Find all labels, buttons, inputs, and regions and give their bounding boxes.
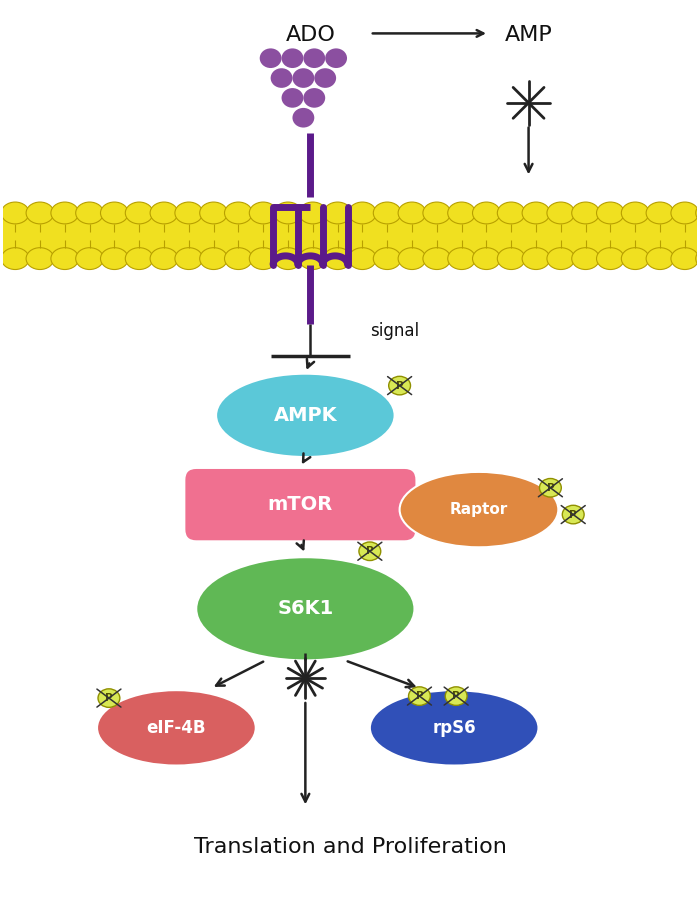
Ellipse shape — [98, 688, 120, 708]
Ellipse shape — [497, 248, 525, 270]
Ellipse shape — [423, 202, 451, 224]
Ellipse shape — [26, 248, 54, 270]
Ellipse shape — [125, 248, 153, 270]
Text: P: P — [366, 546, 374, 556]
Text: Raptor: Raptor — [450, 502, 508, 517]
Ellipse shape — [97, 690, 256, 766]
Ellipse shape — [175, 202, 203, 224]
Ellipse shape — [646, 202, 674, 224]
Ellipse shape — [76, 202, 104, 224]
Ellipse shape — [199, 202, 228, 224]
Ellipse shape — [299, 202, 327, 224]
Ellipse shape — [326, 49, 347, 68]
Ellipse shape — [522, 202, 550, 224]
Ellipse shape — [473, 202, 500, 224]
Ellipse shape — [696, 202, 700, 224]
Text: signal: signal — [370, 322, 419, 340]
Text: P: P — [569, 509, 577, 520]
Ellipse shape — [400, 472, 559, 547]
Text: ADO: ADO — [286, 26, 335, 46]
Ellipse shape — [323, 202, 351, 224]
Text: eIF-4B: eIF-4B — [146, 719, 206, 737]
Ellipse shape — [199, 248, 228, 270]
Ellipse shape — [596, 202, 624, 224]
Text: P: P — [105, 693, 113, 703]
Ellipse shape — [101, 248, 128, 270]
Ellipse shape — [622, 248, 649, 270]
Ellipse shape — [314, 68, 336, 88]
Ellipse shape — [293, 68, 314, 88]
Ellipse shape — [249, 248, 277, 270]
Ellipse shape — [696, 248, 700, 270]
Ellipse shape — [409, 687, 430, 705]
Ellipse shape — [303, 88, 326, 107]
Ellipse shape — [51, 248, 78, 270]
Ellipse shape — [671, 248, 699, 270]
Text: AMPK: AMPK — [274, 406, 337, 425]
Ellipse shape — [175, 248, 203, 270]
Bar — [3, 210, 697, 262]
Text: rpS6: rpS6 — [433, 719, 476, 737]
Ellipse shape — [373, 248, 401, 270]
Ellipse shape — [448, 248, 475, 270]
Ellipse shape — [196, 557, 414, 660]
Ellipse shape — [445, 687, 467, 705]
Ellipse shape — [547, 248, 575, 270]
Ellipse shape — [389, 376, 410, 395]
Ellipse shape — [522, 248, 550, 270]
Ellipse shape — [225, 202, 252, 224]
Ellipse shape — [540, 478, 561, 497]
Ellipse shape — [1, 202, 29, 224]
Ellipse shape — [646, 248, 674, 270]
Ellipse shape — [26, 202, 54, 224]
Ellipse shape — [622, 202, 649, 224]
Text: P: P — [416, 691, 423, 701]
Ellipse shape — [349, 202, 377, 224]
Ellipse shape — [51, 202, 78, 224]
Ellipse shape — [398, 248, 426, 270]
Text: S6K1: S6K1 — [277, 599, 333, 619]
Ellipse shape — [349, 248, 377, 270]
Ellipse shape — [216, 374, 395, 457]
Text: AMP: AMP — [505, 26, 552, 46]
Ellipse shape — [562, 505, 584, 524]
Ellipse shape — [1, 248, 29, 270]
Ellipse shape — [671, 202, 699, 224]
Ellipse shape — [359, 542, 381, 561]
Ellipse shape — [281, 49, 303, 68]
Ellipse shape — [497, 202, 525, 224]
Ellipse shape — [398, 202, 426, 224]
Ellipse shape — [572, 202, 599, 224]
Text: P: P — [547, 483, 554, 493]
Ellipse shape — [303, 49, 326, 68]
Ellipse shape — [271, 68, 293, 88]
Ellipse shape — [547, 202, 575, 224]
Ellipse shape — [274, 248, 302, 270]
Ellipse shape — [293, 108, 314, 128]
Ellipse shape — [596, 248, 624, 270]
Ellipse shape — [373, 202, 401, 224]
Ellipse shape — [299, 248, 327, 270]
Ellipse shape — [150, 248, 178, 270]
Ellipse shape — [225, 248, 252, 270]
Text: mTOR: mTOR — [268, 495, 333, 514]
Text: P: P — [395, 381, 403, 390]
Ellipse shape — [260, 49, 281, 68]
Ellipse shape — [76, 248, 104, 270]
Ellipse shape — [125, 202, 153, 224]
Text: P: P — [452, 691, 460, 701]
Ellipse shape — [370, 690, 538, 766]
Ellipse shape — [448, 202, 475, 224]
Ellipse shape — [473, 248, 500, 270]
Ellipse shape — [572, 248, 599, 270]
Ellipse shape — [274, 202, 302, 224]
Ellipse shape — [249, 202, 277, 224]
Text: Translation and Proliferation: Translation and Proliferation — [194, 837, 506, 856]
FancyBboxPatch shape — [184, 468, 416, 542]
Ellipse shape — [423, 248, 451, 270]
Ellipse shape — [323, 248, 351, 270]
Ellipse shape — [281, 88, 303, 107]
Ellipse shape — [150, 202, 178, 224]
Ellipse shape — [101, 202, 128, 224]
